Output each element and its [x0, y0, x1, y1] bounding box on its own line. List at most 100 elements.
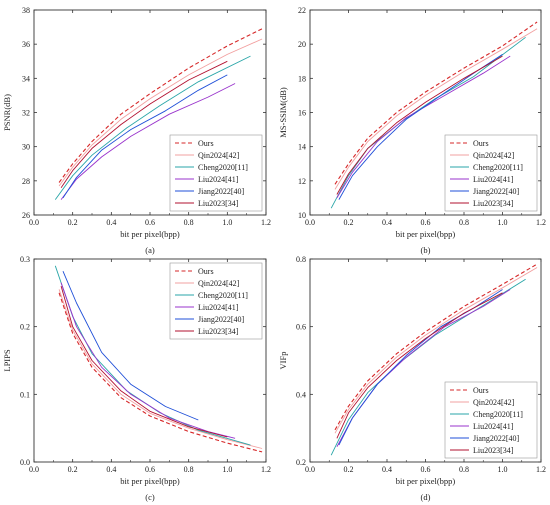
x-tick-label: 0.0: [29, 218, 39, 227]
panel-label: (b): [421, 245, 431, 255]
y-tick-label: 26: [22, 211, 30, 220]
legend: Ours Qin2024[42] Cheng2020[11] Liu2024[41] J…: [169, 262, 263, 340]
x-tick-label: 0.4: [106, 218, 116, 227]
y-tick-label: 28: [22, 177, 30, 186]
legend-entry: Jiang2022[40]: [473, 187, 520, 196]
x-tick-label: 0.2: [344, 465, 354, 474]
legend-entry: Liu2023[34]: [473, 446, 514, 455]
chart-panel-1: 0.0 0.2 0.4 0.6 0.8 1.0 1.2 26 28 30 32 34 36 38 bit p…: [2, 6, 271, 255]
legend-entry: Jiang2022[40]: [473, 434, 520, 443]
panel-label: (c): [145, 492, 155, 502]
legend-box: [169, 262, 263, 340]
x-tick-label: 0.2: [344, 218, 354, 227]
legend: Ours Qin2024[42] Cheng2020[11] Liu2024[41] J…: [444, 381, 538, 459]
legend-entry: Qin2024[42]: [198, 151, 240, 160]
legend-entry: Cheng2020[11]: [473, 163, 523, 172]
y-tick-label: 0.8: [296, 255, 306, 264]
x-tick-label: 0.6: [421, 218, 431, 227]
series-line-qin2024-42-: [334, 267, 538, 434]
series-line-liu2023-34-: [336, 292, 503, 439]
series-line-jiang2022-40-: [62, 74, 228, 199]
legend-entry: Liu2024[41]: [473, 422, 514, 431]
legend-entry: Ours: [473, 386, 489, 395]
legend-box: [444, 381, 538, 459]
x-tick-label: 1.0: [498, 465, 508, 474]
legend-entry: Qin2024[42]: [198, 279, 240, 288]
legend-entry: Liu2023[34]: [473, 199, 514, 208]
series-line-ours: [58, 28, 263, 183]
chart-panel-2: 0.0 0.2 0.4 0.6 0.8 1.0 1.2 10 12 14 16 18 20 22 bit p…: [278, 6, 546, 255]
y-tick-label: 0.6: [296, 323, 306, 332]
legend-entry: Liu2024[41]: [198, 303, 239, 312]
x-tick-label: 0.2: [68, 465, 78, 474]
y-axis-label: LPIPS: [2, 349, 12, 371]
series-line-liu2023-34-: [336, 55, 503, 195]
x-tick-label: 1.0: [498, 218, 508, 227]
x-tick-label: 0.8: [459, 218, 469, 227]
series-line-liu2024-41-: [336, 55, 511, 199]
x-tick-label: 0.0: [305, 465, 315, 474]
x-axis-label: bit per pixel(bpp): [120, 476, 180, 486]
x-tick-label: 0.8: [184, 218, 194, 227]
series-line-liu2023-34-: [60, 285, 228, 438]
y-tick-label: 0.2: [20, 323, 30, 332]
x-tick-label: 1.0: [222, 465, 232, 474]
legend-entry: Cheng2020[11]: [198, 163, 248, 172]
x-tick-label: 0.4: [382, 218, 392, 227]
series-line-ours: [58, 292, 263, 453]
y-tick-label: 0.3: [20, 255, 30, 264]
y-axis-label: MS-SSIM(dB): [278, 87, 288, 138]
legend-entry: Jiang2022[40]: [198, 315, 245, 324]
x-axis-label: bit per pixel(bpp): [396, 229, 456, 239]
x-tick-label: 0.4: [382, 465, 392, 474]
y-tick-label: 0.2: [296, 458, 306, 467]
legend-entry: Liu2023[34]: [198, 327, 239, 336]
legend-box: [444, 134, 538, 212]
panel-label: (d): [421, 492, 431, 502]
series-line-liu2024-41-: [60, 83, 236, 200]
legend-entry: Cheng2020[11]: [198, 291, 248, 300]
y-tick-label: 14: [298, 143, 306, 152]
x-tick-label: 1.2: [536, 218, 546, 227]
x-tick-label: 0.2: [68, 218, 78, 227]
legend-entry: Qin2024[42]: [473, 151, 515, 160]
x-tick-label: 0.0: [305, 218, 315, 227]
x-tick-label: 1.2: [261, 465, 271, 474]
y-tick-label: 20: [298, 40, 306, 49]
x-tick-label: 0.6: [421, 465, 431, 474]
y-tick-label: 36: [22, 40, 30, 49]
legend-entry: Liu2023[34]: [198, 199, 239, 208]
y-tick-label: 30: [22, 143, 30, 152]
x-tick-label: 0.6: [145, 465, 155, 474]
x-tick-label: 0.6: [145, 218, 155, 227]
series-line-liu2023-34-: [60, 60, 228, 188]
legend: Ours Qin2024[42] Cheng2020[11] Liu2024[41] J…: [169, 134, 263, 212]
x-tick-label: 0.4: [106, 465, 116, 474]
y-tick-label: 18: [298, 74, 306, 83]
series-line-qin2024-42-: [58, 289, 263, 449]
legend-entry: Ours: [198, 267, 214, 276]
y-tick-label: 0.0: [20, 458, 30, 467]
series-line-cheng2020-11-: [54, 55, 251, 200]
y-tick-label: 12: [298, 177, 306, 186]
legend-entry: Ours: [473, 139, 489, 148]
y-tick-label: 22: [298, 6, 306, 15]
y-tick-label: 10: [298, 211, 306, 220]
legend-entry: Cheng2020[11]: [473, 410, 523, 419]
legend-entry: Jiang2022[40]: [198, 187, 245, 196]
chart-panel-3: 0.0 0.2 0.4 0.6 0.8 1.0 1.2 0.0 0.1 0.2 0.3 bit per…: [2, 255, 271, 502]
legend-box: [169, 134, 263, 212]
y-axis-label: VIFp: [278, 352, 288, 370]
series-line-qin2024-42-: [334, 28, 538, 190]
y-tick-label: 0.4: [296, 390, 306, 399]
y-tick-label: 0.1: [20, 390, 30, 399]
series-line-qin2024-42-: [58, 38, 263, 187]
series-line-ours: [334, 21, 538, 185]
x-axis-label: bit per pixel(bpp): [396, 476, 456, 486]
x-tick-label: 0.0: [29, 465, 39, 474]
legend-entry: Qin2024[42]: [473, 398, 515, 407]
x-tick-label: 1.2: [261, 218, 271, 227]
series-line-jiang2022-40-: [62, 271, 199, 421]
